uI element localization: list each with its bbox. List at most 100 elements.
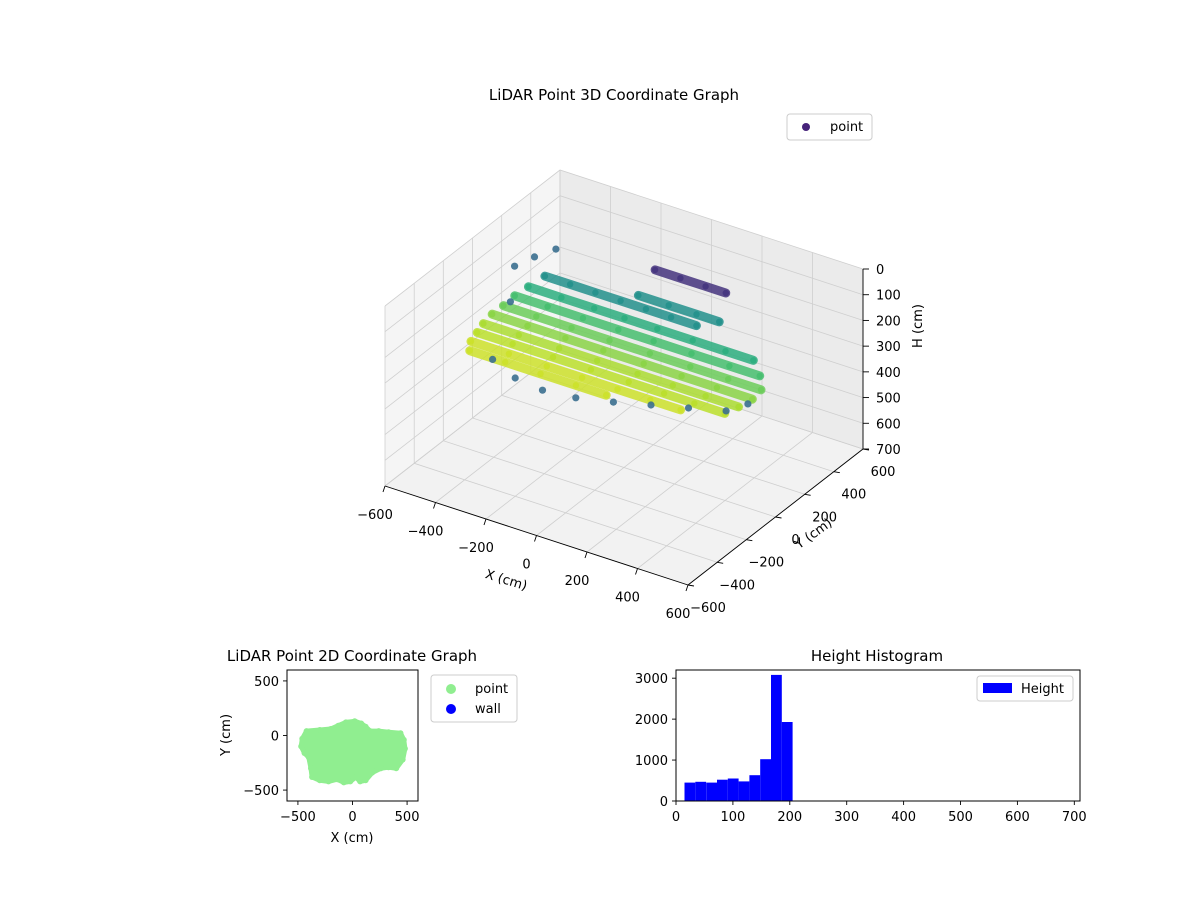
plot-2d-legend-marker-point (446, 684, 456, 694)
plot-3d-surface-row (499, 301, 766, 395)
plot-3d-point (689, 337, 696, 344)
plot-3d-point (543, 363, 550, 370)
plot-3d-z-tick-label: 600 (876, 417, 901, 432)
plot-3d-point (502, 359, 509, 366)
plot-3d-x-tick (685, 584, 689, 592)
plot-2d-y-tick-label: 0 (271, 730, 279, 745)
plot-2d-legend-label-wall: wall (475, 702, 501, 717)
plot-3d-point (634, 370, 641, 378)
histogram-bar (706, 782, 717, 801)
plot-3d-y-tick-label: 400 (841, 488, 866, 503)
plot-3d-y-tick (717, 561, 724, 564)
plot-2d-point (369, 769, 376, 776)
plot-2d-point (327, 726, 334, 732)
plot-3d-edge-point (552, 245, 560, 253)
plot-3d-legend-frame (786, 113, 873, 141)
plot-3d-point (735, 403, 742, 411)
plot-2d-point (342, 719, 349, 726)
plot-3d-point (677, 406, 684, 414)
plot-3d-edge-point (530, 253, 539, 261)
plot-3d-point (579, 314, 587, 322)
plot-3d-y-tick-label: 0 (791, 533, 799, 548)
plot-3d-point (722, 289, 729, 297)
plot-2d-y-label: Y (cm) (219, 714, 234, 757)
plot-2d-point (357, 778, 364, 785)
plot-3d-point (716, 318, 723, 325)
plot-3d-x-tick-label: 400 (615, 591, 640, 606)
plot-2d-point (335, 722, 342, 729)
plot-3d-point (678, 372, 685, 380)
plot-3d-legend-label: point (830, 120, 863, 135)
plot-3d-point (667, 314, 675, 321)
plot-2d-point (367, 728, 373, 735)
plot-3d-point (606, 337, 613, 344)
plot-3d-point (603, 392, 610, 399)
histogram-x-tick-label: 300 (834, 810, 859, 825)
plot-3d-y-tick-label: 200 (812, 510, 837, 525)
plot-3d-point (749, 396, 756, 403)
plot-2d-point (316, 727, 323, 733)
plot-3d-point (515, 331, 522, 339)
plot-3d-point (591, 305, 598, 312)
histogram-x-tick-label: 0 (672, 810, 680, 825)
plot-3d-point (568, 324, 575, 332)
plot-3d-point (533, 313, 540, 320)
plot-3d-surface-row (478, 319, 743, 412)
plot-3d-y-tick-label: −600 (690, 601, 726, 616)
plot-2d-point (340, 779, 347, 786)
plot-3d-point (592, 289, 599, 296)
histogram-bar (727, 778, 739, 801)
histogram: Height Histogram 0 100 200 300 400 500 600 7000… (635, 647, 1087, 825)
histogram-bar (684, 782, 696, 801)
plot-3d-point (642, 305, 650, 313)
plot-2d-y-tick-label: 500 (254, 675, 279, 690)
plot-3d-y-tick-label: −200 (748, 556, 784, 571)
plot-3d-point (489, 311, 496, 318)
plot-3d-edge-point (722, 407, 730, 415)
plot-3d-point (750, 357, 757, 364)
plot-3d-surface-row (487, 309, 757, 404)
plot-3d-legend: point (786, 113, 873, 141)
plot-3d-point (524, 322, 531, 329)
histogram-bar (771, 674, 782, 801)
plot-3d-point (593, 357, 601, 364)
plot-2d-x-tick-label: 500 (395, 810, 420, 825)
plot-2d-legend-label-point: point (475, 682, 508, 697)
plot-2d-legend-marker-wall (446, 704, 456, 714)
histogram-bars (684, 674, 793, 801)
plot-3d-edge-point (647, 401, 655, 409)
plot-3d-point (544, 303, 551, 310)
plot-3d-edge-point (572, 394, 580, 402)
histogram-x-tick-label: 500 (948, 810, 973, 825)
plot-3d-point (650, 338, 657, 345)
plot-3d-surface-row (650, 265, 731, 298)
plot-3d-z-tick-label: 300 (876, 340, 901, 355)
plot-3d-point (688, 350, 695, 357)
plot-3d-point (687, 363, 694, 370)
plot-3d-surface-row (524, 282, 758, 365)
plot-2d-point (303, 728, 310, 735)
plot-3d-edge-point (510, 262, 519, 270)
plot-3d-x-tick (584, 551, 588, 559)
plot-3d-edge-point (744, 400, 752, 408)
plot-3d-edge-point (489, 355, 497, 363)
plot-3d-y-tick (775, 516, 782, 519)
histogram-x-tick-label: 200 (777, 810, 802, 825)
plot-3d-surface-row (510, 291, 765, 381)
plot-3d-x-tick-label: 600 (666, 607, 691, 622)
plot-3d-point (756, 372, 763, 380)
histogram-x-tick-label: 700 (1062, 810, 1087, 825)
plot-2d-point (301, 750, 308, 756)
plot-3d-gridline-z (384, 169, 864, 307)
plot-3d-point (558, 294, 565, 301)
plot-3d-z-tick-label: 700 (876, 443, 901, 458)
plot-3d-point (669, 382, 676, 389)
plot-3d-z-tick-label: 100 (876, 289, 901, 304)
plot-3d-point (614, 386, 621, 393)
plot-3d-legend-marker (802, 123, 810, 131)
plot-2d-point (385, 764, 392, 771)
plot-3d-gridline-z (384, 220, 864, 358)
plot-2d-legend: point wall (430, 674, 518, 723)
plot-3d-point (556, 345, 563, 352)
